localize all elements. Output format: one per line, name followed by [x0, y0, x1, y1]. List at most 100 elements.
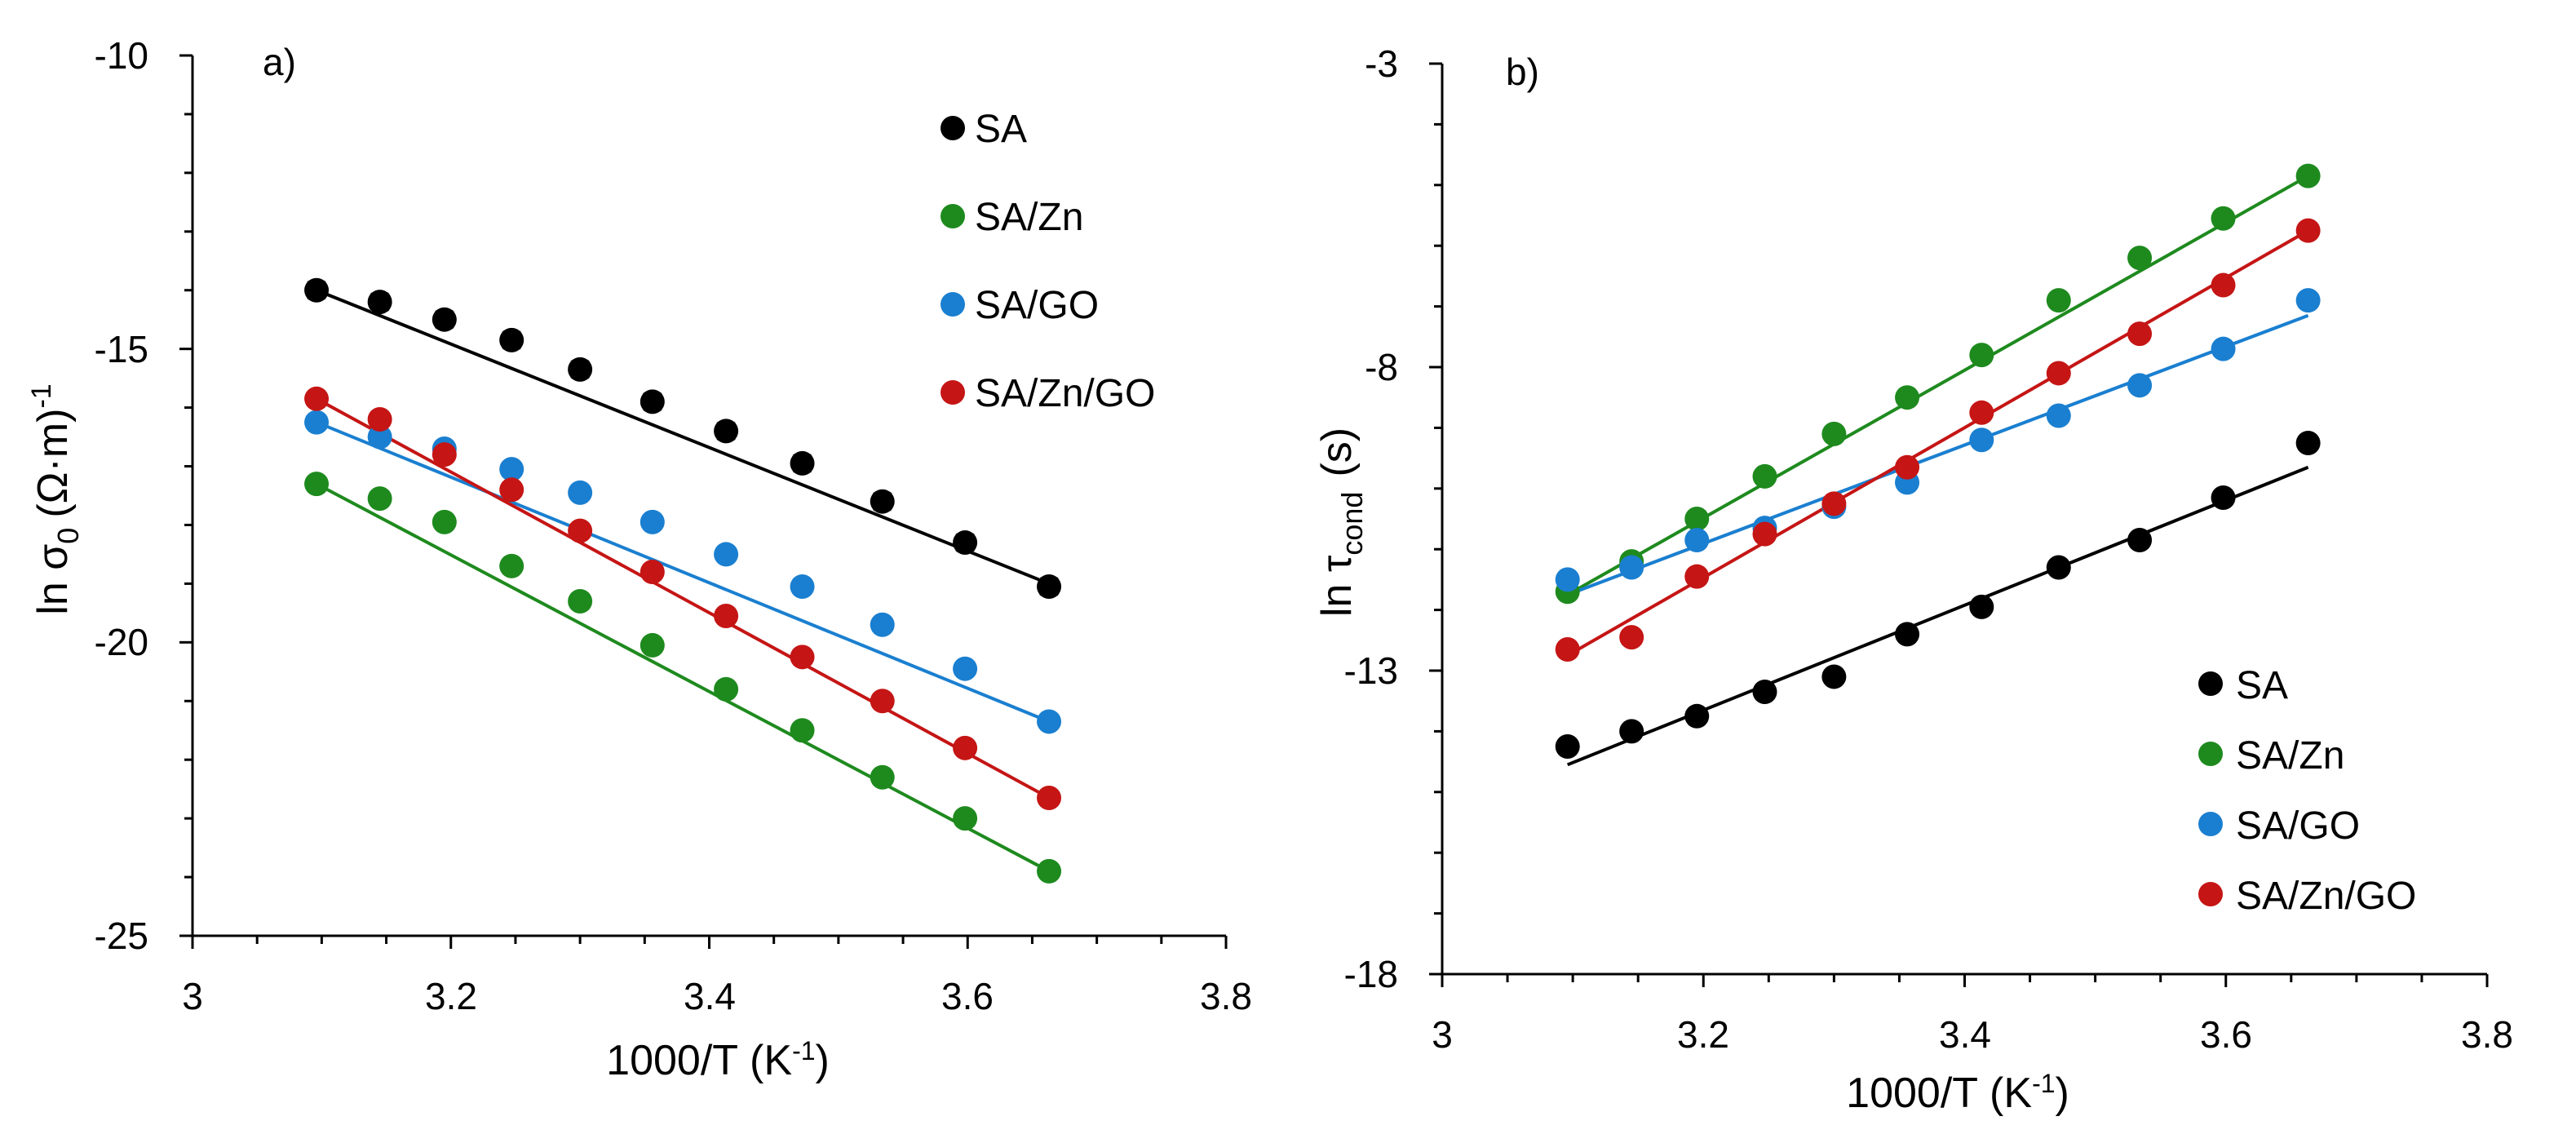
fit-line-sa-zn-go: [1566, 228, 2309, 658]
x-tick-label: 3.2: [1677, 1013, 1729, 1056]
y-tick-label: -20: [95, 621, 148, 663]
data-point-sa: [304, 277, 330, 303]
data-point-sa-zn-go: [304, 386, 330, 411]
data-point-sa: [953, 530, 978, 556]
y-tick-label: -25: [95, 915, 148, 957]
legend-marker-sa-zn: [2198, 742, 2223, 766]
data-point-sa-zn: [367, 486, 392, 512]
data-point-sa-zn-go: [2046, 361, 2071, 386]
legend-marker-sa: [941, 116, 965, 140]
legend: SA SA/Zn SA/GO SA/Zn/GO: [2198, 664, 2416, 918]
data-point-sa-go: [2211, 336, 2236, 361]
data-point-sa-go: [714, 542, 739, 567]
data-point-sa: [1821, 664, 1847, 689]
data-point-sa-zn-go: [1619, 625, 1644, 650]
y-tick-label: -10: [95, 34, 148, 77]
data-point-sa-zn: [432, 509, 457, 534]
legend-marker-sa-go: [2198, 812, 2223, 836]
legend-marker-sa-go: [941, 292, 965, 317]
data-point-sa: [790, 450, 815, 476]
data-point-sa-zn: [714, 676, 739, 702]
data-point-sa-zn: [568, 588, 593, 614]
legend-label-sa-zn-go: SA/Zn/GO: [2236, 875, 2416, 918]
data-point-sa-zn: [640, 632, 665, 658]
data-point-sa-zn: [1895, 385, 1920, 410]
data-point-sa-go: [953, 656, 978, 681]
legend-label-sa-zn: SA/Zn: [2236, 734, 2344, 778]
x-tick-label: 3.8: [1200, 975, 1252, 1017]
x-tick-label: 3.4: [684, 975, 736, 1017]
data-point-sa-go: [790, 574, 815, 599]
data-point-sa-go: [1555, 567, 1580, 592]
data-point-sa: [2127, 528, 2153, 553]
data-point-sa: [1895, 622, 1920, 647]
data-point-sa: [1752, 680, 1777, 705]
data-point-sa-zn: [2295, 163, 2321, 188]
y-tick-label: -13: [1344, 649, 1398, 692]
legend-marker-sa: [2198, 671, 2223, 696]
data-point-sa: [2046, 555, 2071, 580]
data-point-sa-zn-go: [1555, 636, 1580, 662]
fit-line-sa-go: [1567, 313, 2309, 596]
data-point-sa: [432, 307, 457, 332]
x-tick-label: 3.8: [2461, 1013, 2513, 1056]
panel-a: -10 -15 -20 -25 3 3.2 3.4 3.6 3.8 1000/T…: [26, 34, 1252, 1084]
data-point-sa-go: [568, 480, 593, 505]
data-point-sa-zn: [1821, 421, 1847, 446]
data-point-sa-zn: [304, 472, 330, 497]
data-point-sa-go: [2127, 373, 2153, 398]
y-axis-title: ln τcond(s): [1313, 428, 1369, 617]
x-tick-label: 3.4: [1939, 1013, 1991, 1056]
data-point-sa-go: [1037, 709, 1062, 734]
data-points: [304, 277, 1062, 884]
legend-label-sa-zn-go: SA/Zn/GO: [975, 372, 1155, 415]
data-point-sa: [714, 419, 739, 444]
data-point-sa-zn-go: [953, 735, 978, 760]
data-point-sa-go: [1684, 528, 1710, 553]
data-point-sa-zn-go: [1752, 521, 1777, 547]
data-point-sa-go: [304, 410, 330, 435]
data-point-sa-zn-go: [568, 518, 593, 543]
data-point-sa-zn-go: [1969, 400, 1994, 425]
fit-line-sa: [1566, 465, 2309, 767]
legend-label-sa-zn: SA/Zn: [975, 196, 1083, 239]
data-point-sa-go: [1969, 428, 1994, 453]
y-tick-label: -3: [1365, 42, 1398, 85]
fit-line-sa-zn: [1566, 174, 2309, 596]
data-point-sa: [1684, 703, 1710, 729]
data-point-sa: [499, 327, 524, 352]
data-point-sa-go: [2295, 288, 2321, 313]
data-point-sa-go: [640, 509, 665, 534]
data-point-sa: [2295, 431, 2321, 455]
data-point-sa-zn: [953, 806, 978, 831]
data-point-sa-zn-go: [2127, 321, 2153, 347]
data-point-sa-zn-go: [499, 477, 524, 503]
data-point-sa-zn: [1037, 858, 1062, 884]
y-tick-label: -15: [95, 328, 148, 370]
data-point-sa-zn-go: [367, 406, 392, 432]
data-point-sa: [1969, 594, 1994, 619]
data-point-sa-zn-go: [1895, 454, 1920, 480]
fit-lines: [1566, 174, 2309, 767]
data-point-sa: [1555, 734, 1580, 759]
tick-marks: [179, 54, 1228, 949]
data-point-sa-go: [499, 457, 524, 482]
x-tick-label: 3: [182, 975, 203, 1017]
x-tick-label: 3.2: [425, 975, 477, 1017]
legend-label-sa-go: SA/GO: [2236, 804, 2360, 848]
data-point-sa-zn: [2046, 288, 2071, 313]
data-point-sa-zn: [1969, 343, 1994, 368]
data-point-sa: [640, 389, 665, 414]
x-axis-title: 1000/T (K-1): [606, 1036, 830, 1084]
fit-line-sa-zn-go: [316, 397, 1050, 800]
fit-line-sa-go: [316, 420, 1050, 724]
legend-marker-sa-zn-go: [941, 380, 965, 405]
fit-line-sa-zn: [316, 482, 1050, 873]
data-point-sa-zn-go: [790, 645, 815, 670]
data-point-sa-zn-go: [1821, 491, 1847, 516]
legend-label-sa: SA: [975, 108, 1027, 151]
data-point-sa-zn-go: [432, 442, 457, 467]
data-point-sa-zn: [1752, 463, 1777, 489]
legend-label-sa: SA: [2236, 664, 2288, 707]
